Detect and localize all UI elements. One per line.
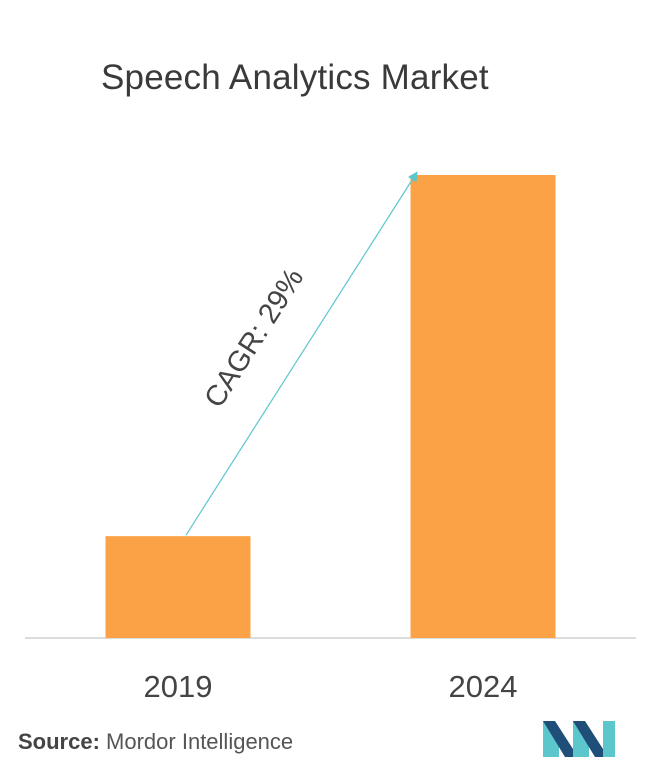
cagr-arrow xyxy=(185,171,418,536)
x-tick-label-2019: 2019 xyxy=(144,669,213,704)
bar-chart: 2019 2024 CAGR: 29% xyxy=(25,171,636,704)
chart-title: Speech Analytics Market xyxy=(101,58,489,97)
bar-2024 xyxy=(410,175,556,638)
cagr-label: CAGR: 29% xyxy=(198,263,310,413)
mordor-intelligence-logo-icon xyxy=(543,721,615,757)
bar-2019 xyxy=(105,536,251,638)
source-text: Mordor Intelligence xyxy=(106,729,294,754)
source-label: Source: xyxy=(18,729,100,754)
x-tick-label-2024: 2024 xyxy=(449,669,518,704)
source-note: Source: Mordor Intelligence xyxy=(18,729,293,755)
